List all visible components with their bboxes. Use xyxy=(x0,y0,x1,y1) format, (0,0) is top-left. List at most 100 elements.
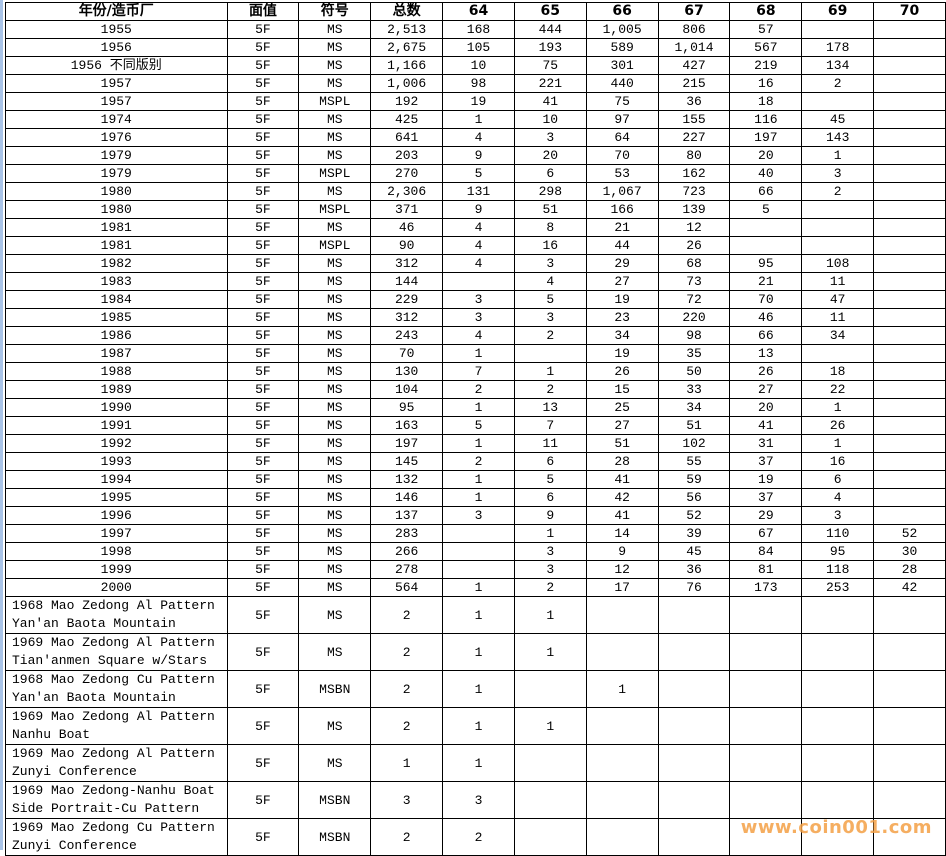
cell-denomination[interactable]: 5F xyxy=(226,596,300,634)
cell-grade-67[interactable]: 139 xyxy=(657,200,731,219)
cell-total[interactable]: 266 xyxy=(370,542,444,561)
cell-grade-68[interactable]: 57 xyxy=(729,20,803,39)
cell-total[interactable]: 641 xyxy=(370,128,444,147)
cell-grade-70[interactable] xyxy=(873,146,946,165)
cell-grade-65[interactable]: 16 xyxy=(513,236,587,255)
cell-grade-69[interactable]: 3 xyxy=(801,506,875,525)
cell-grade-64[interactable]: 5 xyxy=(442,416,515,435)
cell-year-mint[interactable]: 1980 xyxy=(5,200,228,219)
cell-year-mint[interactable]: 1979 xyxy=(5,164,228,183)
column-header-grade-65[interactable]: 65 xyxy=(513,2,587,21)
cell-grade-symbol[interactable]: MS xyxy=(298,470,372,489)
cell-grade-66[interactable]: 15 xyxy=(585,380,659,399)
cell-grade-64[interactable]: 1 xyxy=(442,398,515,417)
cell-year-mint[interactable]: 1989 xyxy=(5,380,228,399)
cell-grade-69[interactable]: 253 xyxy=(801,578,875,597)
cell-total[interactable]: 1,166 xyxy=(370,56,444,75)
cell-grade-70[interactable] xyxy=(873,362,946,381)
cell-grade-64[interactable]: 1 xyxy=(442,470,515,489)
cell-grade-70[interactable] xyxy=(873,290,946,309)
cell-grade-67[interactable]: 33 xyxy=(657,380,731,399)
cell-denomination[interactable]: 5F xyxy=(226,524,300,543)
cell-grade-67[interactable]: 98 xyxy=(657,326,731,345)
cell-denomination[interactable]: 5F xyxy=(226,560,300,579)
cell-grade-70[interactable] xyxy=(873,200,946,219)
cell-denomination[interactable]: 5F xyxy=(226,344,300,363)
cell-grade-65[interactable]: 2 xyxy=(513,380,587,399)
cell-grade-66[interactable]: 23 xyxy=(585,308,659,327)
cell-grade-65[interactable]: 221 xyxy=(513,74,587,93)
cell-grade-symbol[interactable]: MS xyxy=(298,633,372,671)
cell-grade-69[interactable]: 47 xyxy=(801,290,875,309)
cell-grade-symbol[interactable]: MS xyxy=(298,416,372,435)
cell-grade-69[interactable]: 143 xyxy=(801,128,875,147)
cell-year-mint[interactable]: 1997 xyxy=(5,524,228,543)
cell-grade-68[interactable]: 5 xyxy=(729,200,803,219)
cell-total[interactable]: 312 xyxy=(370,308,444,327)
cell-grade-67[interactable] xyxy=(657,596,731,634)
cell-grade-symbol[interactable]: MSPL xyxy=(298,164,372,183)
cell-year-mint[interactable]: 1981 xyxy=(5,218,228,237)
cell-year-mint[interactable]: 1956 xyxy=(5,38,228,57)
cell-total[interactable]: 2,513 xyxy=(370,20,444,39)
cell-grade-65[interactable]: 193 xyxy=(513,38,587,57)
cell-grade-68[interactable]: 116 xyxy=(729,110,803,129)
cell-grade-70[interactable] xyxy=(873,218,946,237)
cell-grade-symbol[interactable]: MS xyxy=(298,290,372,309)
cell-denomination[interactable]: 5F xyxy=(226,218,300,237)
cell-grade-68[interactable] xyxy=(729,633,803,671)
cell-grade-70[interactable] xyxy=(873,781,946,819)
cell-grade-70[interactable] xyxy=(873,470,946,489)
cell-grade-68[interactable]: 219 xyxy=(729,56,803,75)
cell-grade-68[interactable]: 84 xyxy=(729,542,803,561)
column-header-total[interactable]: 总数 xyxy=(370,2,444,21)
cell-denomination[interactable]: 5F xyxy=(226,398,300,417)
cell-grade-70[interactable]: 30 xyxy=(873,542,946,561)
cell-grade-69[interactable] xyxy=(801,92,875,111)
cell-denomination[interactable]: 5F xyxy=(226,308,300,327)
cell-grade-68[interactable]: 67 xyxy=(729,524,803,543)
cell-denomination[interactable]: 5F xyxy=(226,380,300,399)
cell-denomination[interactable]: 5F xyxy=(226,452,300,471)
cell-grade-65[interactable]: 6 xyxy=(513,452,587,471)
cell-grade-symbol[interactable]: MS xyxy=(298,398,372,417)
cell-grade-69[interactable] xyxy=(801,707,875,745)
cell-grade-69[interactable] xyxy=(801,670,875,708)
cell-grade-64[interactable]: 1 xyxy=(442,633,515,671)
cell-total[interactable]: 130 xyxy=(370,362,444,381)
cell-grade-symbol[interactable]: MSPL xyxy=(298,200,372,219)
cell-grade-66[interactable]: 29 xyxy=(585,254,659,273)
cell-grade-67[interactable]: 806 xyxy=(657,20,731,39)
cell-total[interactable]: 144 xyxy=(370,272,444,291)
cell-denomination[interactable]: 5F xyxy=(226,326,300,345)
cell-grade-67[interactable]: 72 xyxy=(657,290,731,309)
cell-grade-70[interactable] xyxy=(873,236,946,255)
cell-grade-symbol[interactable]: MS xyxy=(298,128,372,147)
cell-grade-65[interactable]: 2 xyxy=(513,326,587,345)
cell-year-mint[interactable]: 1998 xyxy=(5,542,228,561)
cell-grade-symbol[interactable]: MS xyxy=(298,542,372,561)
cell-grade-66[interactable]: 589 xyxy=(585,38,659,57)
cell-grade-70[interactable] xyxy=(873,38,946,57)
cell-grade-70[interactable] xyxy=(873,380,946,399)
cell-grade-65[interactable]: 75 xyxy=(513,56,587,75)
cell-year-mint[interactable]: 1957 xyxy=(5,74,228,93)
cell-grade-67[interactable]: 39 xyxy=(657,524,731,543)
cell-grade-65[interactable] xyxy=(513,670,587,708)
cell-grade-64[interactable] xyxy=(442,560,515,579)
cell-grade-66[interactable]: 34 xyxy=(585,326,659,345)
cell-total[interactable]: 46 xyxy=(370,218,444,237)
cell-grade-68[interactable] xyxy=(729,707,803,745)
cell-grade-symbol[interactable]: MS xyxy=(298,218,372,237)
cell-year-mint[interactable]: 1988 xyxy=(5,362,228,381)
cell-grade-69[interactable]: 4 xyxy=(801,488,875,507)
cell-total[interactable]: 2 xyxy=(370,596,444,634)
cell-grade-64[interactable]: 3 xyxy=(442,308,515,327)
cell-denomination[interactable]: 5F xyxy=(226,236,300,255)
cell-total[interactable]: 145 xyxy=(370,452,444,471)
cell-total[interactable]: 132 xyxy=(370,470,444,489)
column-header-denomination[interactable]: 面值 xyxy=(226,2,300,21)
cell-year-mint[interactable]: 1956 不同版别 xyxy=(5,56,228,75)
cell-grade-66[interactable]: 44 xyxy=(585,236,659,255)
cell-grade-70[interactable] xyxy=(873,74,946,93)
